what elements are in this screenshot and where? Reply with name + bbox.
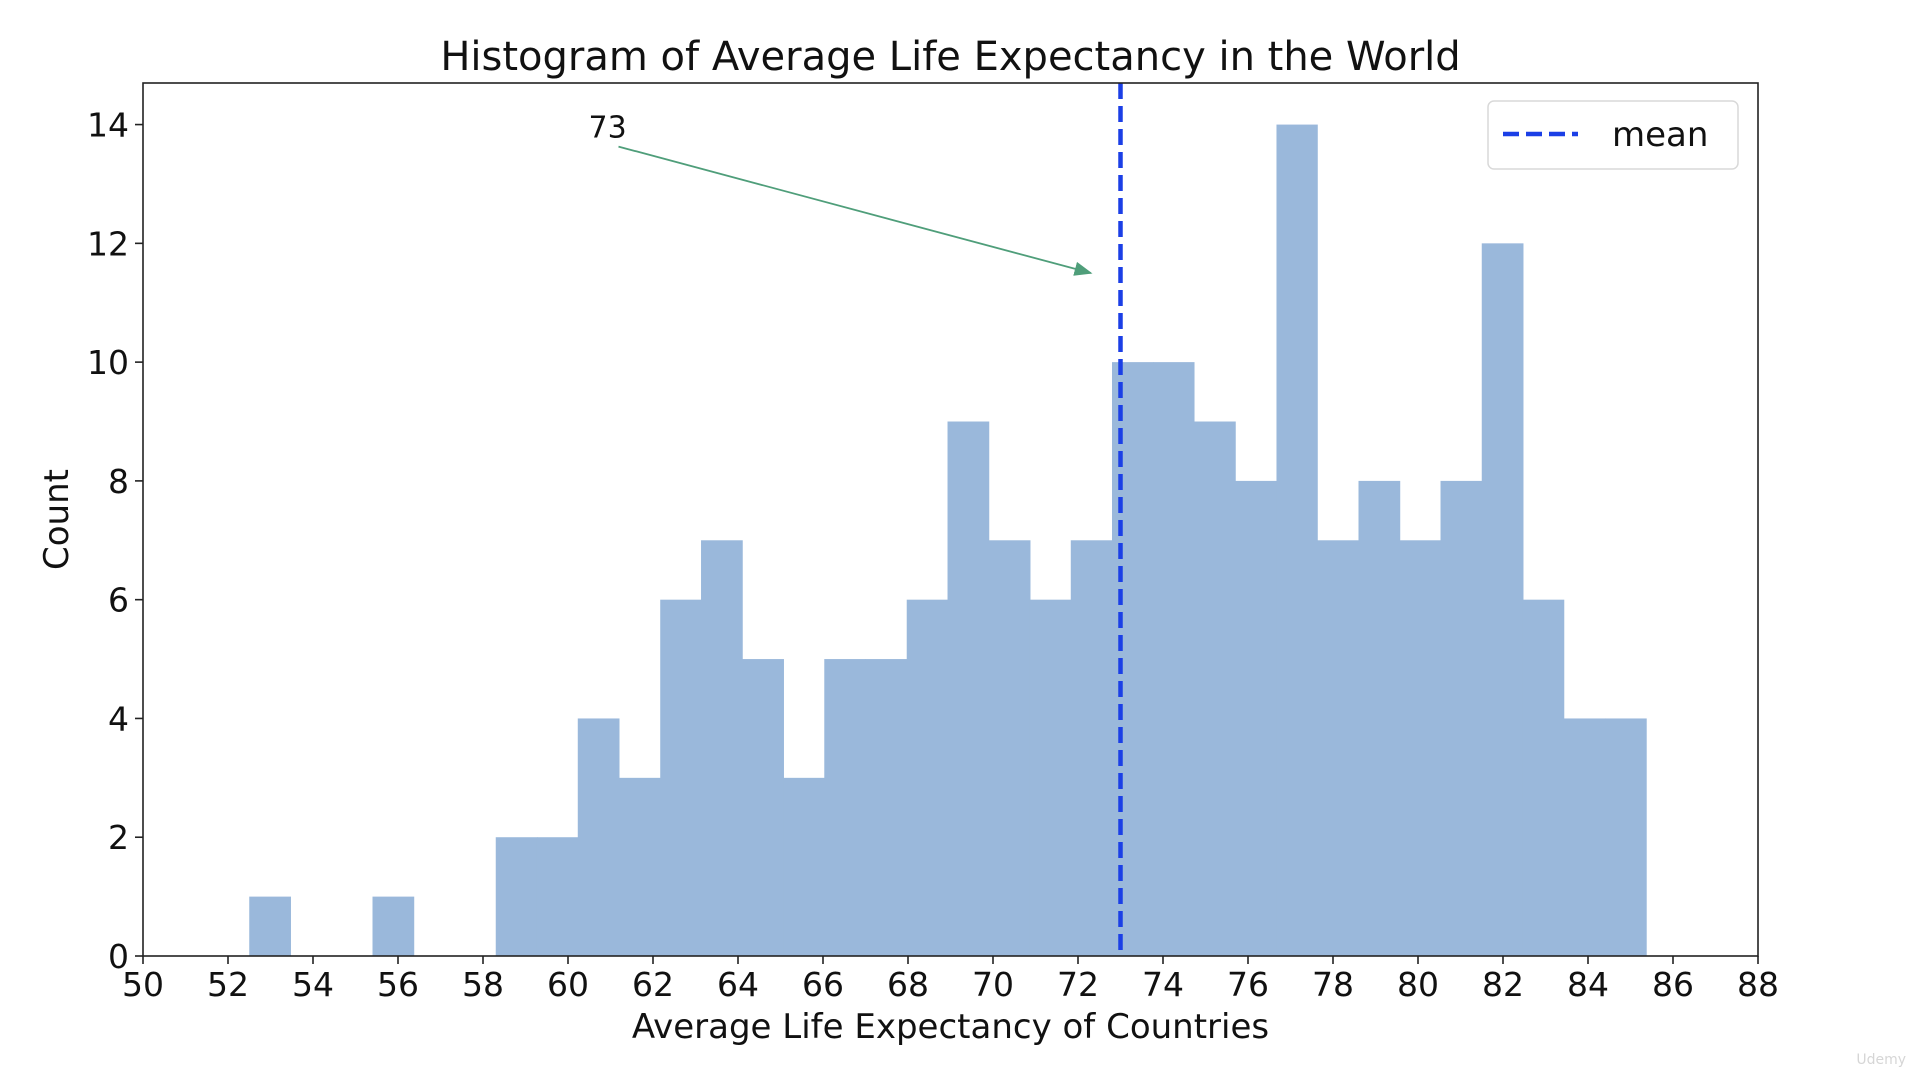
x-tick-label: 84 [1567, 965, 1609, 1004]
histogram-bar [249, 896, 291, 956]
x-tick-label: 72 [1057, 965, 1099, 1004]
y-tick-label: 10 [87, 343, 129, 382]
x-tick-label: 82 [1482, 965, 1524, 1004]
overlay-layer: 73 mean [589, 83, 1739, 956]
histogram-bar [660, 599, 702, 956]
x-tick-label: 66 [802, 965, 844, 1004]
x-tick-label: 58 [462, 965, 504, 1004]
histogram-bar [988, 540, 1031, 956]
x-tick-label: 52 [207, 965, 249, 1004]
legend-label: mean [1612, 115, 1708, 155]
histogram-bar [1440, 480, 1483, 956]
x-tick-label: 68 [887, 965, 929, 1004]
histogram-bar [536, 837, 579, 956]
watermark: Udemy [1856, 1052, 1906, 1068]
histogram-bar [1070, 540, 1113, 956]
histogram-bar [1276, 124, 1318, 957]
histogram-bar [701, 540, 743, 956]
legend-box [1487, 100, 1739, 170]
y-axis-label: Count [37, 469, 77, 570]
histogram-bar [619, 777, 661, 956]
histogram-bar [947, 421, 990, 956]
histogram-bar [1563, 718, 1606, 956]
histogram-bar [1317, 540, 1359, 956]
histogram-bar [1029, 599, 1072, 956]
y-tick-label: 2 [108, 818, 129, 857]
axes-layer: 50 52 54 56 58 60 62 64 66 68 70 72 74 76 78 80 82 84 86 88… [87, 82, 1779, 1004]
histogram-bar [1605, 718, 1647, 956]
histogram-bar [742, 659, 784, 956]
x-tick-label: 74 [1142, 965, 1184, 1004]
histogram-bar [1153, 362, 1195, 956]
y-tick-label: 12 [87, 224, 129, 263]
x-tick-label: 60 [547, 965, 589, 1004]
y-tick-label: 0 [108, 937, 129, 976]
histogram-bar [1358, 480, 1401, 956]
histogram-bar [495, 837, 538, 956]
x-tick-label: 86 [1652, 965, 1694, 1004]
histogram-bar [1481, 243, 1524, 957]
histogram-bar [865, 659, 908, 956]
x-tick-label: 88 [1737, 965, 1779, 1004]
histogram-bar [783, 777, 825, 956]
histogram-bar [906, 599, 949, 956]
annotation-arrow [618, 145, 1093, 276]
x-tick-label: 54 [292, 965, 334, 1004]
chart-title: Histogram of Average Life Expectancy in … [440, 34, 1460, 80]
histogram-bar [824, 659, 866, 956]
histogram-bar [1522, 599, 1565, 956]
x-tick-label: 56 [377, 965, 419, 1004]
x-tick-label: 80 [1397, 965, 1439, 1004]
y-tick-label: 8 [108, 462, 129, 501]
x-tick-label: 50 [122, 965, 164, 1004]
x-tick-label: 62 [632, 965, 674, 1004]
histogram-bar [1399, 540, 1442, 956]
histogram-bar [577, 718, 620, 956]
annotation-label: 73 [589, 111, 627, 146]
bars-layer [249, 124, 1647, 957]
y-tick-label: 6 [108, 581, 129, 620]
legend: mean [1487, 100, 1739, 170]
y-tick-label: 4 [108, 699, 129, 738]
x-tick-label: 76 [1227, 965, 1269, 1004]
x-tick-label: 78 [1312, 965, 1354, 1004]
histogram-bar [1194, 421, 1236, 956]
histogram-bar [1235, 480, 1277, 956]
x-tick-label: 70 [972, 965, 1014, 1004]
y-tick-label: 14 [87, 106, 129, 145]
plot-frame [142, 82, 1759, 957]
histogram-bar [372, 896, 415, 956]
x-axis-label: Average Life Expectancy of Countries [632, 1007, 1269, 1047]
x-tick-label: 64 [717, 965, 759, 1004]
